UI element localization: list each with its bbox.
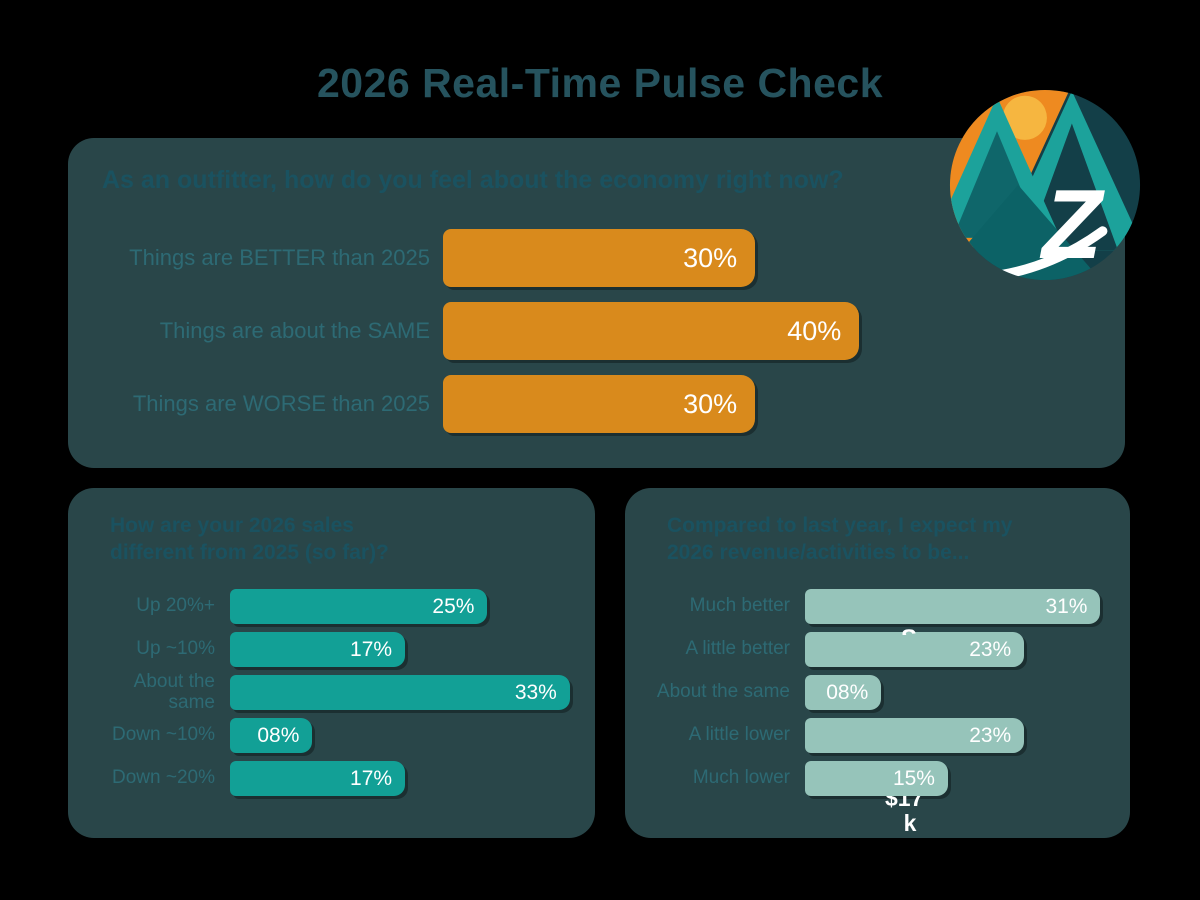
- category-label: Up ~10%: [136, 638, 215, 660]
- bar-value-label: 33%: [514, 680, 557, 704]
- bar-track: 30%: [443, 229, 1109, 287]
- bar-value-label: 08%: [257, 723, 300, 747]
- bar-value-label: 30%: [683, 388, 738, 419]
- category-label: About the same: [133, 670, 215, 713]
- category-label: About the same: [656, 681, 790, 703]
- chart-row: Things are WORSE than 2025 30%: [102, 375, 1109, 433]
- sales-bar-chart: Up 20%+ 25% Up ~10% 17% About the same 33% Dow…: [82, 589, 575, 796]
- category-label: Much better: [689, 595, 790, 617]
- bar-value-label: 40%: [787, 315, 842, 346]
- bar-track: 31%: [805, 589, 1110, 624]
- chart-row: Up 20%+ 25%: [82, 589, 575, 624]
- value-bar: 08%: [230, 718, 313, 753]
- economy-bar-chart: Things are BETTER than 2025 30% Things are…: [102, 229, 1109, 433]
- chart-row: Much better 31%: [639, 589, 1110, 624]
- bar-track: 33%: [230, 675, 575, 710]
- category-label: Things are BETTER than 2025: [129, 244, 430, 270]
- stray-text-artifact: S: [901, 627, 931, 635]
- category-label: Things are WORSE than 2025: [132, 390, 430, 416]
- bar-value-label: 15%: [892, 766, 935, 790]
- category-label: Up 20%+: [136, 595, 215, 617]
- logo-z-letter: Z: [1039, 169, 1105, 279]
- mountain-sun-z-logo: Z: [949, 89, 1141, 281]
- bar-track: 15%: [805, 761, 1110, 796]
- category-label: Much lower: [692, 767, 790, 789]
- revenue-question-heading: Compared to last year, I expect my 2026 …: [667, 514, 1013, 564]
- bar-track: 23%: [805, 718, 1110, 753]
- value-bar: 23%: [805, 718, 1025, 753]
- value-bar: 17%: [230, 761, 406, 796]
- category-label: Down ~20%: [112, 767, 215, 789]
- chart-row: About the same 08%: [639, 675, 1110, 710]
- bar-value-label: 31%: [1045, 594, 1088, 618]
- category-label: A little better: [685, 638, 790, 660]
- sales-question-heading: How are your 2026 sales different from 2…: [110, 514, 389, 564]
- value-bar: 08%: [805, 675, 882, 710]
- bar-track: 40%: [443, 302, 1109, 360]
- chart-row: Things are about the SAME 40%: [102, 302, 1109, 360]
- bar-value-label: 23%: [969, 723, 1012, 747]
- chart-row: About the same 33%: [82, 671, 575, 712]
- stray-text-artifact: k: [903, 810, 917, 836]
- bar-track: 25%: [230, 589, 575, 624]
- bar-track: 17%: [230, 761, 575, 796]
- chart-row: Up ~10% 17%: [82, 632, 575, 667]
- chart-row: Down ~20% 17%: [82, 761, 575, 796]
- sales-change-panel: How are your 2026 sales different from 2…: [68, 488, 595, 838]
- bar-value-label: 08%: [826, 680, 869, 704]
- economy-question-heading: As an outfitter, how do you feel about t…: [102, 166, 844, 194]
- bar-value-label: 17%: [350, 637, 393, 661]
- value-bar: 17%: [230, 632, 406, 667]
- economy-sentiment-panel: As an outfitter, how do you feel about t…: [68, 138, 1125, 468]
- stray-text-artifact: $17: [885, 796, 924, 811]
- value-bar: 15%: [805, 761, 948, 796]
- value-bar: 33%: [230, 675, 570, 710]
- value-bar: 25%: [230, 589, 488, 624]
- bar-value-label: 25%: [432, 594, 475, 618]
- chart-row: Things are BETTER than 2025 30%: [102, 229, 1109, 287]
- category-label: Down ~10%: [112, 724, 215, 746]
- bar-value-label: 30%: [683, 242, 738, 273]
- value-bar: 23%: [805, 632, 1025, 667]
- category-label: Things are about the SAME: [159, 317, 430, 343]
- value-bar: 30%: [443, 229, 756, 287]
- bar-value-label: 23%: [969, 637, 1012, 661]
- logo-sun-icon: [1002, 95, 1047, 140]
- value-bar: 40%: [443, 302, 860, 360]
- chart-row: Much lower 15%: [639, 761, 1110, 796]
- chart-row: A little lower 23%: [639, 718, 1110, 753]
- category-label: A little lower: [688, 724, 790, 746]
- revenue-expectation-panel: Compared to last year, I expect my 2026 …: [625, 488, 1130, 838]
- bar-track: 30%: [443, 375, 1109, 433]
- value-bar: 30%: [443, 375, 756, 433]
- bar-track: 08%: [230, 718, 575, 753]
- bar-track: 17%: [230, 632, 575, 667]
- chart-row: Down ~10% 08%: [82, 718, 575, 753]
- page-title: 2026 Real-Time Pulse Check: [316, 60, 884, 106]
- bar-track: 23%: [805, 632, 1110, 667]
- value-bar: 31%: [805, 589, 1101, 624]
- chart-row: A little better 23%: [639, 632, 1110, 667]
- bar-value-label: 17%: [350, 766, 393, 790]
- revenue-bar-chart: Much better 31% A little better 23% About th…: [639, 589, 1110, 796]
- bar-track: 08%: [805, 675, 1110, 710]
